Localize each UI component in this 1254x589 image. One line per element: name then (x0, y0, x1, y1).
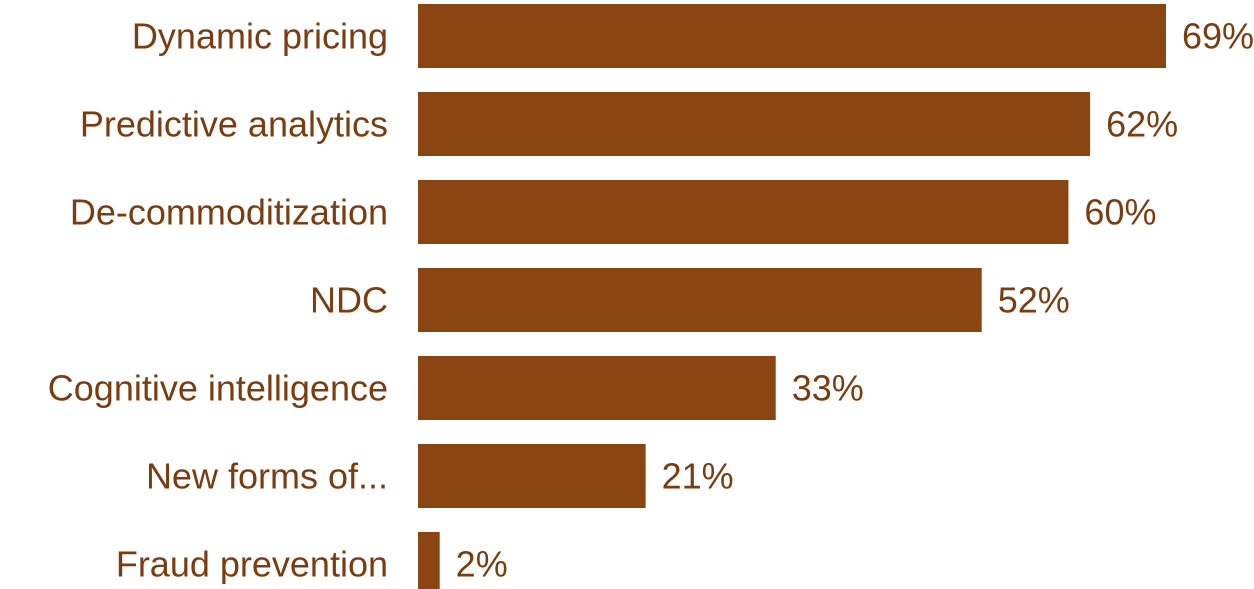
category-labels: Dynamic pricing Predictive analytics De-co… (48, 16, 388, 585)
bar (418, 532, 440, 589)
bar (418, 268, 982, 332)
value-label: 33% (792, 368, 864, 409)
bar (418, 356, 776, 420)
category-label: De-commoditization (70, 192, 388, 233)
value-label: 62% (1106, 104, 1178, 145)
category-label: Dynamic pricing (132, 16, 388, 57)
bar (418, 444, 646, 508)
value-labels: 69% 62% 60% 52% 33% 21% 2% (456, 16, 1254, 585)
bar (418, 4, 1166, 68)
bar (418, 92, 1091, 156)
bar (418, 180, 1069, 244)
category-label: Predictive analytics (80, 104, 388, 145)
category-label: NDC (310, 280, 388, 321)
category-label: Cognitive intelligence (48, 368, 388, 409)
value-label: 52% (998, 280, 1070, 321)
value-label: 2% (456, 544, 508, 585)
value-label: 69% (1182, 16, 1254, 57)
value-label: 21% (662, 456, 734, 497)
category-label: Fraud prevention (116, 544, 388, 585)
category-label: New forms of... (146, 456, 388, 497)
value-label: 60% (1084, 192, 1156, 233)
bars (418, 4, 1166, 589)
